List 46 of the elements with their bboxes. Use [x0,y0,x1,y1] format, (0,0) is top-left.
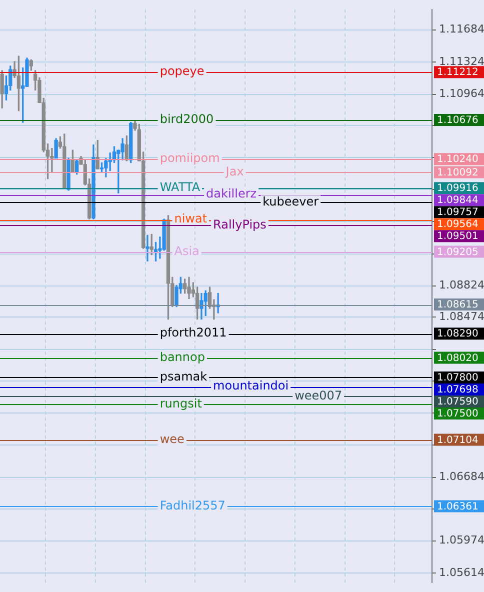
text: 1.11212 [437,67,478,78]
text: 1.07104 [437,434,478,446]
text: 1.10240 [437,154,478,166]
text: 1.09844 [437,195,478,206]
ref-line-label: rungsit [160,396,202,410]
ref-line-label: Fadhil2557 [160,498,226,512]
ref-line-label: psamak [160,370,208,384]
ref-line-label: bannop [160,350,205,364]
text: 1.09564 [437,219,478,230]
text: 1.07500 [437,408,478,420]
ref-line-label: niwat [174,212,208,226]
y-tick-label: 1.06684 [439,470,484,484]
y-tick-label: 1.11324 [439,54,484,68]
text: 1.07800 [437,372,478,384]
ref-line-label: RallyPips [213,217,266,232]
text: 1.10092 [437,167,478,178]
y-tick-label: 1.08474 [439,310,484,323]
ref-line-label: wee007 [294,388,342,402]
y-tick-label: 1.05614 [439,566,484,579]
y-tick-label: 1.05974 [439,534,484,547]
ref-line-label: kubeever [262,194,319,208]
text: 1.09916 [437,183,478,194]
text: 1.09205 [437,246,478,258]
text: 1.07698 [437,384,478,396]
text: 1.06361 [437,501,478,512]
ref-line-label: Asia [174,244,200,258]
ref-line-label: mountaindoi [213,378,289,393]
text: 1.10676 [437,115,478,126]
ref-line-label: wee [160,432,184,446]
text: 1.07590 [437,396,478,408]
y-tick-label: 1.11684 [439,22,484,36]
text: 1.08615 [437,300,478,311]
text: 1.09757 [437,207,478,218]
ref-line-label: pomiipom [160,151,220,166]
ref-line-label: pforth2011 [160,326,227,340]
y-tick-label: 1.08824 [439,278,484,292]
y-tick-label: 1.10964 [439,87,484,100]
ref-line-label: Jax [224,164,244,178]
ref-line-label: popeye [160,64,204,78]
candlestick [146,234,150,262]
text: 1.08290 [437,328,478,340]
text: 1.09501 [437,231,478,242]
ref-line-label: WATTA [160,180,201,194]
ref-line-label: bird2000 [160,112,214,126]
text: 1.08020 [437,352,478,364]
ref-line-label: dakillerz [206,186,257,201]
